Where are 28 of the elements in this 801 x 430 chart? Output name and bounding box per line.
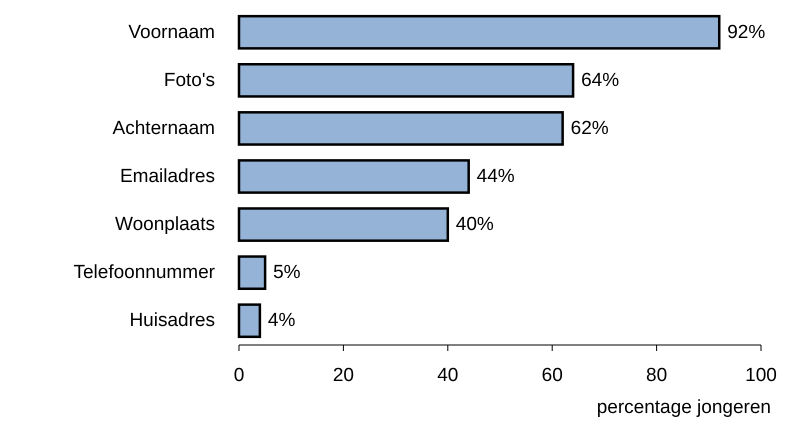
y-tick-label: Emailadres [120, 166, 215, 187]
data-label: 92% [727, 22, 766, 43]
x-tick-label: 0 [234, 365, 244, 386]
x-tick-label: 20 [332, 365, 354, 386]
data-label: 62% [570, 118, 609, 139]
y-tick-label: Voornaam [128, 22, 215, 43]
y-tick-label: Foto's [164, 70, 215, 91]
bar [238, 159, 470, 194]
y-tick-label: Telefoonnummer [73, 262, 216, 284]
x-tick-label: 40 [437, 365, 458, 386]
bar [238, 111, 564, 146]
y-tick-label: Huisadres [129, 310, 215, 332]
bar [238, 303, 262, 338]
data-label: 4% [268, 310, 296, 332]
data-label: 5% [273, 262, 301, 284]
bar [238, 62, 574, 98]
bar [238, 207, 450, 242]
y-tick-label: Woonplaats [115, 214, 215, 236]
x-tick-label: 100 [745, 365, 777, 386]
x-tick-label: 80 [646, 365, 668, 386]
data-label: 64% [581, 70, 620, 91]
data-label: 44% [476, 166, 515, 187]
data-label: 40% [456, 214, 494, 236]
y-tick-label: Achternaam [112, 118, 215, 139]
x-axis-title: percentage jongeren [596, 397, 771, 418]
x-tick-label: 60 [542, 365, 563, 386]
bar [238, 14, 720, 50]
bar [238, 255, 266, 290]
